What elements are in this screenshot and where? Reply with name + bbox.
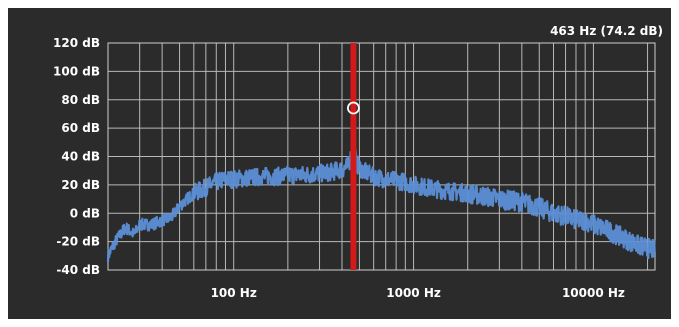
- x-tick-label: 100 Hz: [211, 286, 257, 300]
- x-tick-label: 1000 Hz: [386, 286, 441, 300]
- y-tick-label: 60 dB: [61, 121, 100, 135]
- marker-group: [347, 43, 360, 270]
- y-tick-label: -40 dB: [56, 263, 100, 277]
- y-tick-label: 100 dB: [53, 64, 100, 78]
- peak-marker-circle: [347, 101, 360, 115]
- y-tick-label: 0 dB: [70, 206, 100, 220]
- y-tick-label: 40 dB: [61, 150, 100, 164]
- spectrum-trace-group: [106, 129, 656, 262]
- y-tick-label: 80 dB: [61, 93, 100, 107]
- frequency-readout: 463 Hz (74.2 dB): [550, 24, 663, 38]
- spectrum-chart: -40 dB -20 dB 0 dB 20 dB 40 dB 60 dB 80 dB 100 …: [8, 8, 671, 319]
- y-tick-label: -20 dB: [56, 235, 100, 249]
- frequency-marker-line: [350, 43, 357, 270]
- x-tick-label: 10000 Hz: [562, 286, 625, 300]
- y-tick-label: 120 dB: [53, 36, 100, 50]
- plot-frame: [107, 42, 656, 271]
- spectrum-panel: -40 dB -20 dB 0 dB 20 dB 40 dB 60 dB 80 dB 100 …: [8, 8, 671, 319]
- spectrum-trace: [106, 129, 656, 262]
- axis-labels: -40 dB -20 dB 0 dB 20 dB 40 dB 60 dB 80 dB 100 …: [53, 36, 625, 300]
- y-tick-label: 20 dB: [61, 178, 100, 192]
